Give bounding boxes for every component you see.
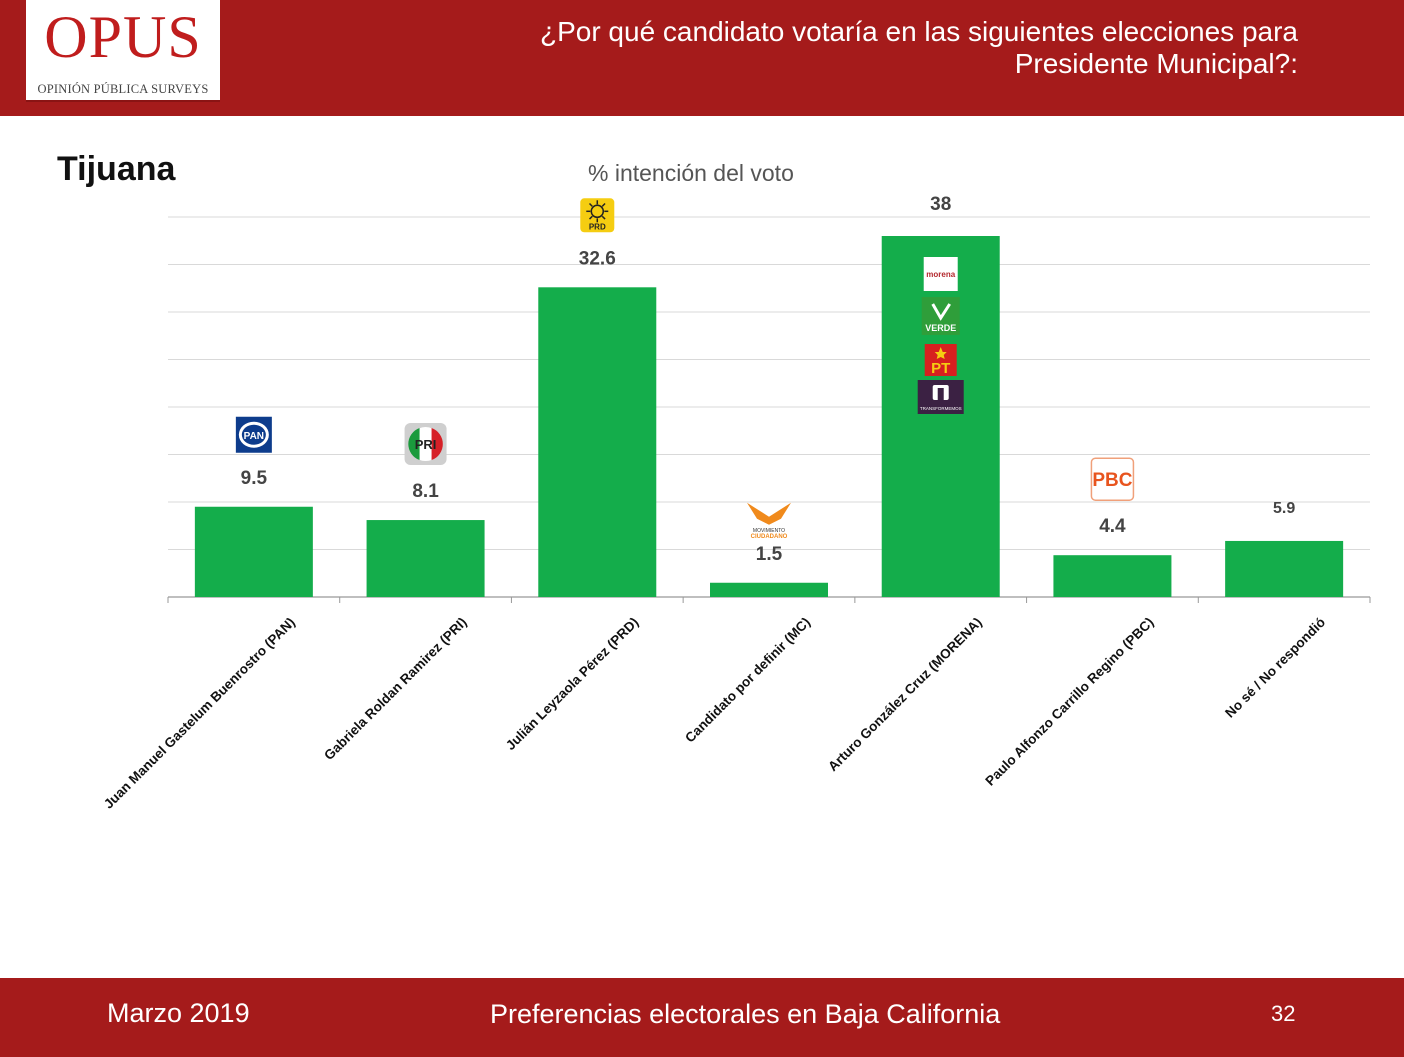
data-label-7: 5.9 — [1273, 500, 1295, 517]
bar-3 — [538, 287, 657, 597]
city-title: Tijuana — [57, 150, 176, 188]
bar-1 — [194, 506, 313, 597]
question-line-1: ¿Por qué candidato votaría en las siguie… — [539, 16, 1298, 47]
data-label-1: 9.5 — [241, 468, 268, 489]
svg-text:TRANSFORMEMOS: TRANSFORMEMOS — [920, 406, 962, 411]
question-line-2: Presidente Municipal?: — [1014, 48, 1298, 79]
svg-text:VERDE: VERDE — [925, 323, 956, 333]
footer-title: Preferencias electorales en Baja Califor… — [490, 999, 1001, 1029]
svg-text:PT: PT — [931, 360, 950, 377]
data-label-2: 8.1 — [412, 481, 439, 502]
svg-text:CIUDADANO: CIUDADANO — [751, 534, 788, 540]
svg-text:PBC: PBC — [1092, 470, 1132, 491]
footer-date: Marzo 2019 — [107, 998, 250, 1028]
x-tick-label-5: Arturo González Cruz (MORENA) — [825, 615, 985, 775]
footer-bar: Marzo 2019 Preferencias electorales en B… — [0, 978, 1404, 1057]
svg-text:PRD: PRD — [589, 222, 606, 231]
header-bar: OPUS OPINIÓN PÚBLICA SURVEYS ¿Por qué ca… — [0, 0, 1404, 116]
x-tick-label-1: Juan Manuel Gastelum Buenrostro (PAN) — [101, 615, 298, 812]
svg-text:PAN: PAN — [244, 431, 264, 442]
party-logo-verde-icon: VERDE — [921, 297, 960, 335]
party-logo-prd-icon: PRD — [580, 198, 615, 233]
data-label-4: 1.5 — [756, 544, 783, 565]
bar-6 — [1053, 555, 1172, 597]
bar-chart: 9.5 PAN Juan Manuel Gastelum Buenrostro (P… — [101, 194, 1371, 812]
party-logo-pri-icon: PRI — [404, 423, 447, 466]
svg-text:PRI: PRI — [415, 437, 437, 452]
x-tick-label-6: Paulo Alfonzo Carrillo Regino (PBC) — [982, 615, 1156, 789]
x-tick-label-4: Candidato por definir (MC) — [682, 615, 813, 746]
bar-7 — [1225, 540, 1344, 597]
question-title: ¿Por qué candidato votaría en las siguie… — [398, 16, 1298, 80]
chart-title: % intención del voto — [588, 160, 794, 186]
bar-4 — [710, 582, 828, 597]
party-logo-morena-icon: morena — [923, 257, 958, 291]
bar-5 — [881, 236, 1000, 597]
opus-logo: OPUS OPINIÓN PÚBLICA SURVEYS — [26, 0, 220, 102]
page-number: 32 — [1271, 1001, 1296, 1026]
party-logo-transformemos-icon: TRANSFORMEMOS — [917, 380, 964, 414]
x-tick-label-2: Gabriela Roldan Ramirez (PRI) — [321, 615, 470, 764]
svg-text:morena: morena — [926, 270, 955, 279]
bar-2 — [366, 520, 485, 597]
data-label-5: 38 — [930, 194, 951, 215]
x-tick-label-3: Julián Leyzaola Pérez (PRD) — [503, 615, 641, 753]
data-label-3: 32.6 — [579, 248, 616, 269]
logo-wordmark: OPUS — [44, 4, 202, 70]
data-label-6: 4.4 — [1099, 516, 1126, 537]
party-logo-pan-icon: PAN — [235, 416, 272, 453]
party-logo-pt-icon: PT — [924, 344, 957, 377]
logo-subtitle: OPINIÓN PÚBLICA SURVEYS — [37, 82, 209, 96]
svg-text:MOVIMIENTO: MOVIMIENTO — [753, 528, 785, 534]
party-logo-pbc-icon: PBC — [1090, 457, 1135, 501]
x-tick-label-7: No sé / No respondió — [1222, 615, 1328, 721]
